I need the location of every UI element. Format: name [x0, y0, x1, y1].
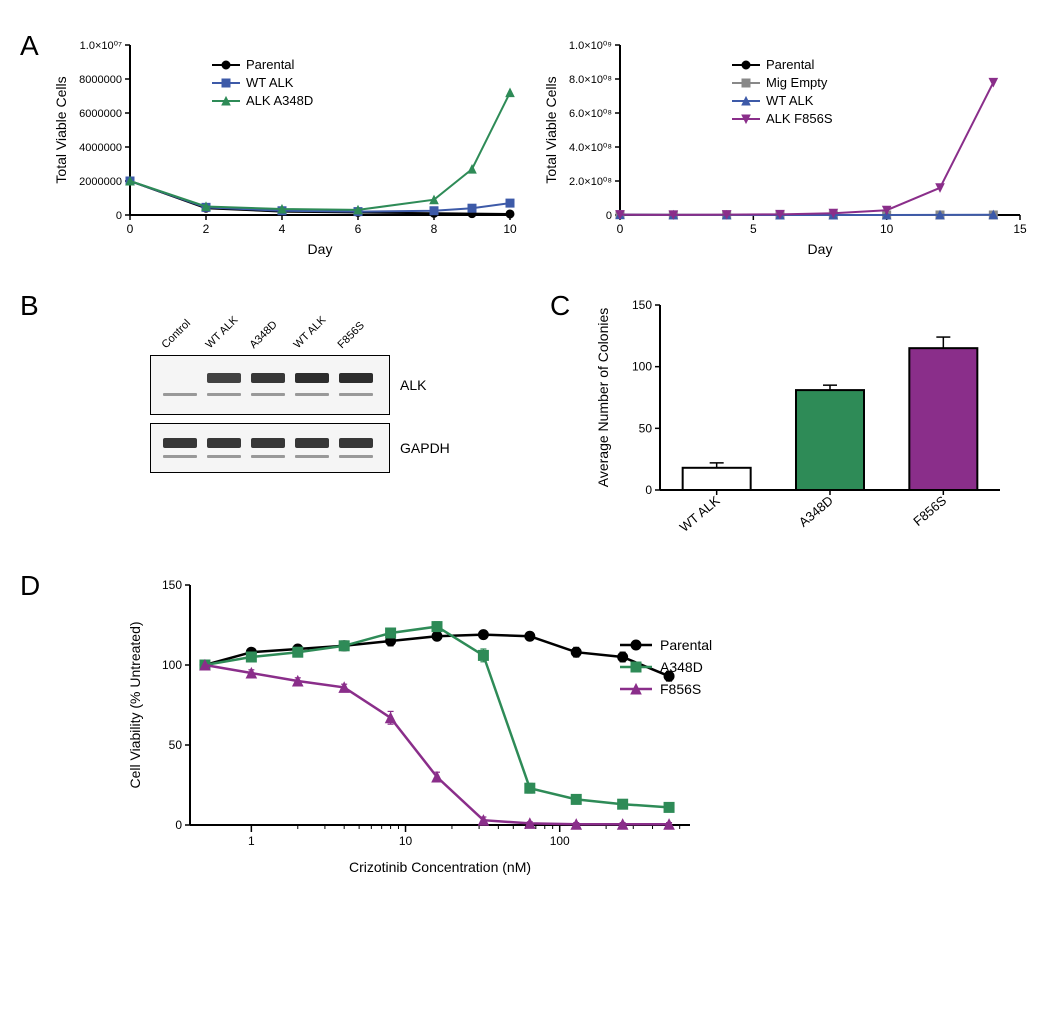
blot-row: [150, 423, 390, 473]
svg-text:8.0×10⁰⁸: 8.0×10⁰⁸: [569, 74, 612, 86]
svg-text:Cell Viability (% Untreated): Cell Viability (% Untreated): [127, 621, 143, 788]
svg-text:5: 5: [750, 222, 757, 236]
svg-text:ALK F856S: ALK F856S: [766, 111, 833, 126]
svg-text:6: 6: [355, 222, 362, 236]
svg-text:ALK A348D: ALK A348D: [246, 93, 313, 108]
blot-row: [150, 355, 390, 415]
svg-text:100: 100: [550, 834, 570, 848]
svg-text:Day: Day: [308, 241, 333, 257]
blot-lane-label: F856S: [336, 320, 367, 351]
blot-lane-label: WT ALK: [292, 314, 329, 351]
svg-text:100: 100: [162, 658, 182, 672]
svg-text:Day: Day: [808, 241, 833, 257]
svg-text:10: 10: [503, 222, 517, 236]
svg-text:2.0×10⁰⁸: 2.0×10⁰⁸: [569, 176, 612, 188]
svg-text:8: 8: [431, 222, 438, 236]
svg-text:WT ALK: WT ALK: [766, 93, 814, 108]
panel-a-right-chart: 0 2.0×10⁰⁸ 4.0×10⁰⁸ 6.0×10⁰⁸ 8.0×10⁰⁸ 1.0×10⁰…: [540, 30, 1030, 260]
svg-text:0: 0: [606, 210, 612, 222]
svg-text:2: 2: [203, 222, 210, 236]
svg-text:0: 0: [127, 222, 134, 236]
svg-text:4000000: 4000000: [79, 142, 122, 154]
panel-a-label: A: [20, 30, 39, 62]
svg-text:50: 50: [639, 421, 653, 435]
svg-text:Parental: Parental: [660, 637, 712, 653]
svg-text:6000000: 6000000: [79, 108, 122, 120]
svg-text:15: 15: [1013, 222, 1027, 236]
panel-c-chart: 0 50 100 150 WT ALK A348D F856S Average Number …: [590, 295, 1010, 550]
svg-text:8000000: 8000000: [79, 74, 122, 86]
svg-text:0: 0: [116, 210, 122, 222]
svg-text:10: 10: [880, 222, 894, 236]
panel-a-left-chart: 0 2000000 4000000 6000000 8000000 1.0×10⁰⁷ 0 2 4…: [50, 30, 520, 260]
svg-text:Parental: Parental: [246, 57, 295, 72]
svg-text:4.0×10⁰⁸: 4.0×10⁰⁸: [569, 142, 612, 154]
svg-text:Crizotinib Concentration (nM): Crizotinib Concentration (nM): [349, 859, 531, 875]
panel-d-chart: 0 50 100 150 1 10 100 Crizotinib Concentration …: [120, 570, 1030, 880]
svg-text:1: 1: [248, 834, 255, 848]
blot-lane-label: WT ALK: [204, 314, 241, 351]
blot-row-label: ALK: [400, 377, 426, 393]
svg-text:A348D: A348D: [660, 659, 703, 675]
svg-text:1.0×10⁰⁹: 1.0×10⁰⁹: [569, 40, 612, 52]
svg-text:Total Viable Cells: Total Viable Cells: [543, 76, 559, 183]
blot-row-label: GAPDH: [400, 440, 450, 456]
panel-d-label: D: [20, 570, 40, 602]
panel-c-label: C: [550, 290, 570, 322]
svg-text:1.0×10⁰⁷: 1.0×10⁰⁷: [80, 40, 122, 52]
svg-text:Total Viable Cells: Total Viable Cells: [53, 76, 69, 183]
svg-text:F856S: F856S: [660, 681, 701, 697]
svg-text:150: 150: [162, 578, 182, 592]
svg-text:Parental: Parental: [766, 57, 815, 72]
svg-text:F856S: F856S: [910, 493, 949, 529]
svg-text:0: 0: [175, 818, 182, 832]
svg-text:WT ALK: WT ALK: [246, 75, 294, 90]
svg-text:10: 10: [399, 834, 413, 848]
svg-text:WT ALK: WT ALK: [677, 493, 723, 535]
western-blot: ControlWT ALKA348DWT ALKF856SALKGAPDH: [150, 345, 410, 481]
svg-text:100: 100: [632, 360, 652, 374]
svg-text:4: 4: [279, 222, 286, 236]
svg-text:A348D: A348D: [796, 493, 836, 530]
svg-text:Mig Empty: Mig Empty: [766, 75, 828, 90]
blot-lane-label: Control: [160, 317, 194, 351]
panel-b-label: B: [20, 290, 39, 322]
svg-text:Average Number of Colonies: Average Number of Colonies: [595, 308, 611, 488]
svg-text:0: 0: [617, 222, 624, 236]
svg-text:50: 50: [169, 738, 183, 752]
figure: A 020000004000000600000080000001.0×10⁰⁷0…: [20, 30, 1030, 880]
svg-text:150: 150: [632, 298, 652, 312]
svg-text:2000000: 2000000: [79, 176, 122, 188]
svg-text:0: 0: [645, 483, 652, 497]
blot-lane-label: A348D: [248, 319, 280, 351]
svg-text:6.0×10⁰⁸: 6.0×10⁰⁸: [569, 108, 612, 120]
